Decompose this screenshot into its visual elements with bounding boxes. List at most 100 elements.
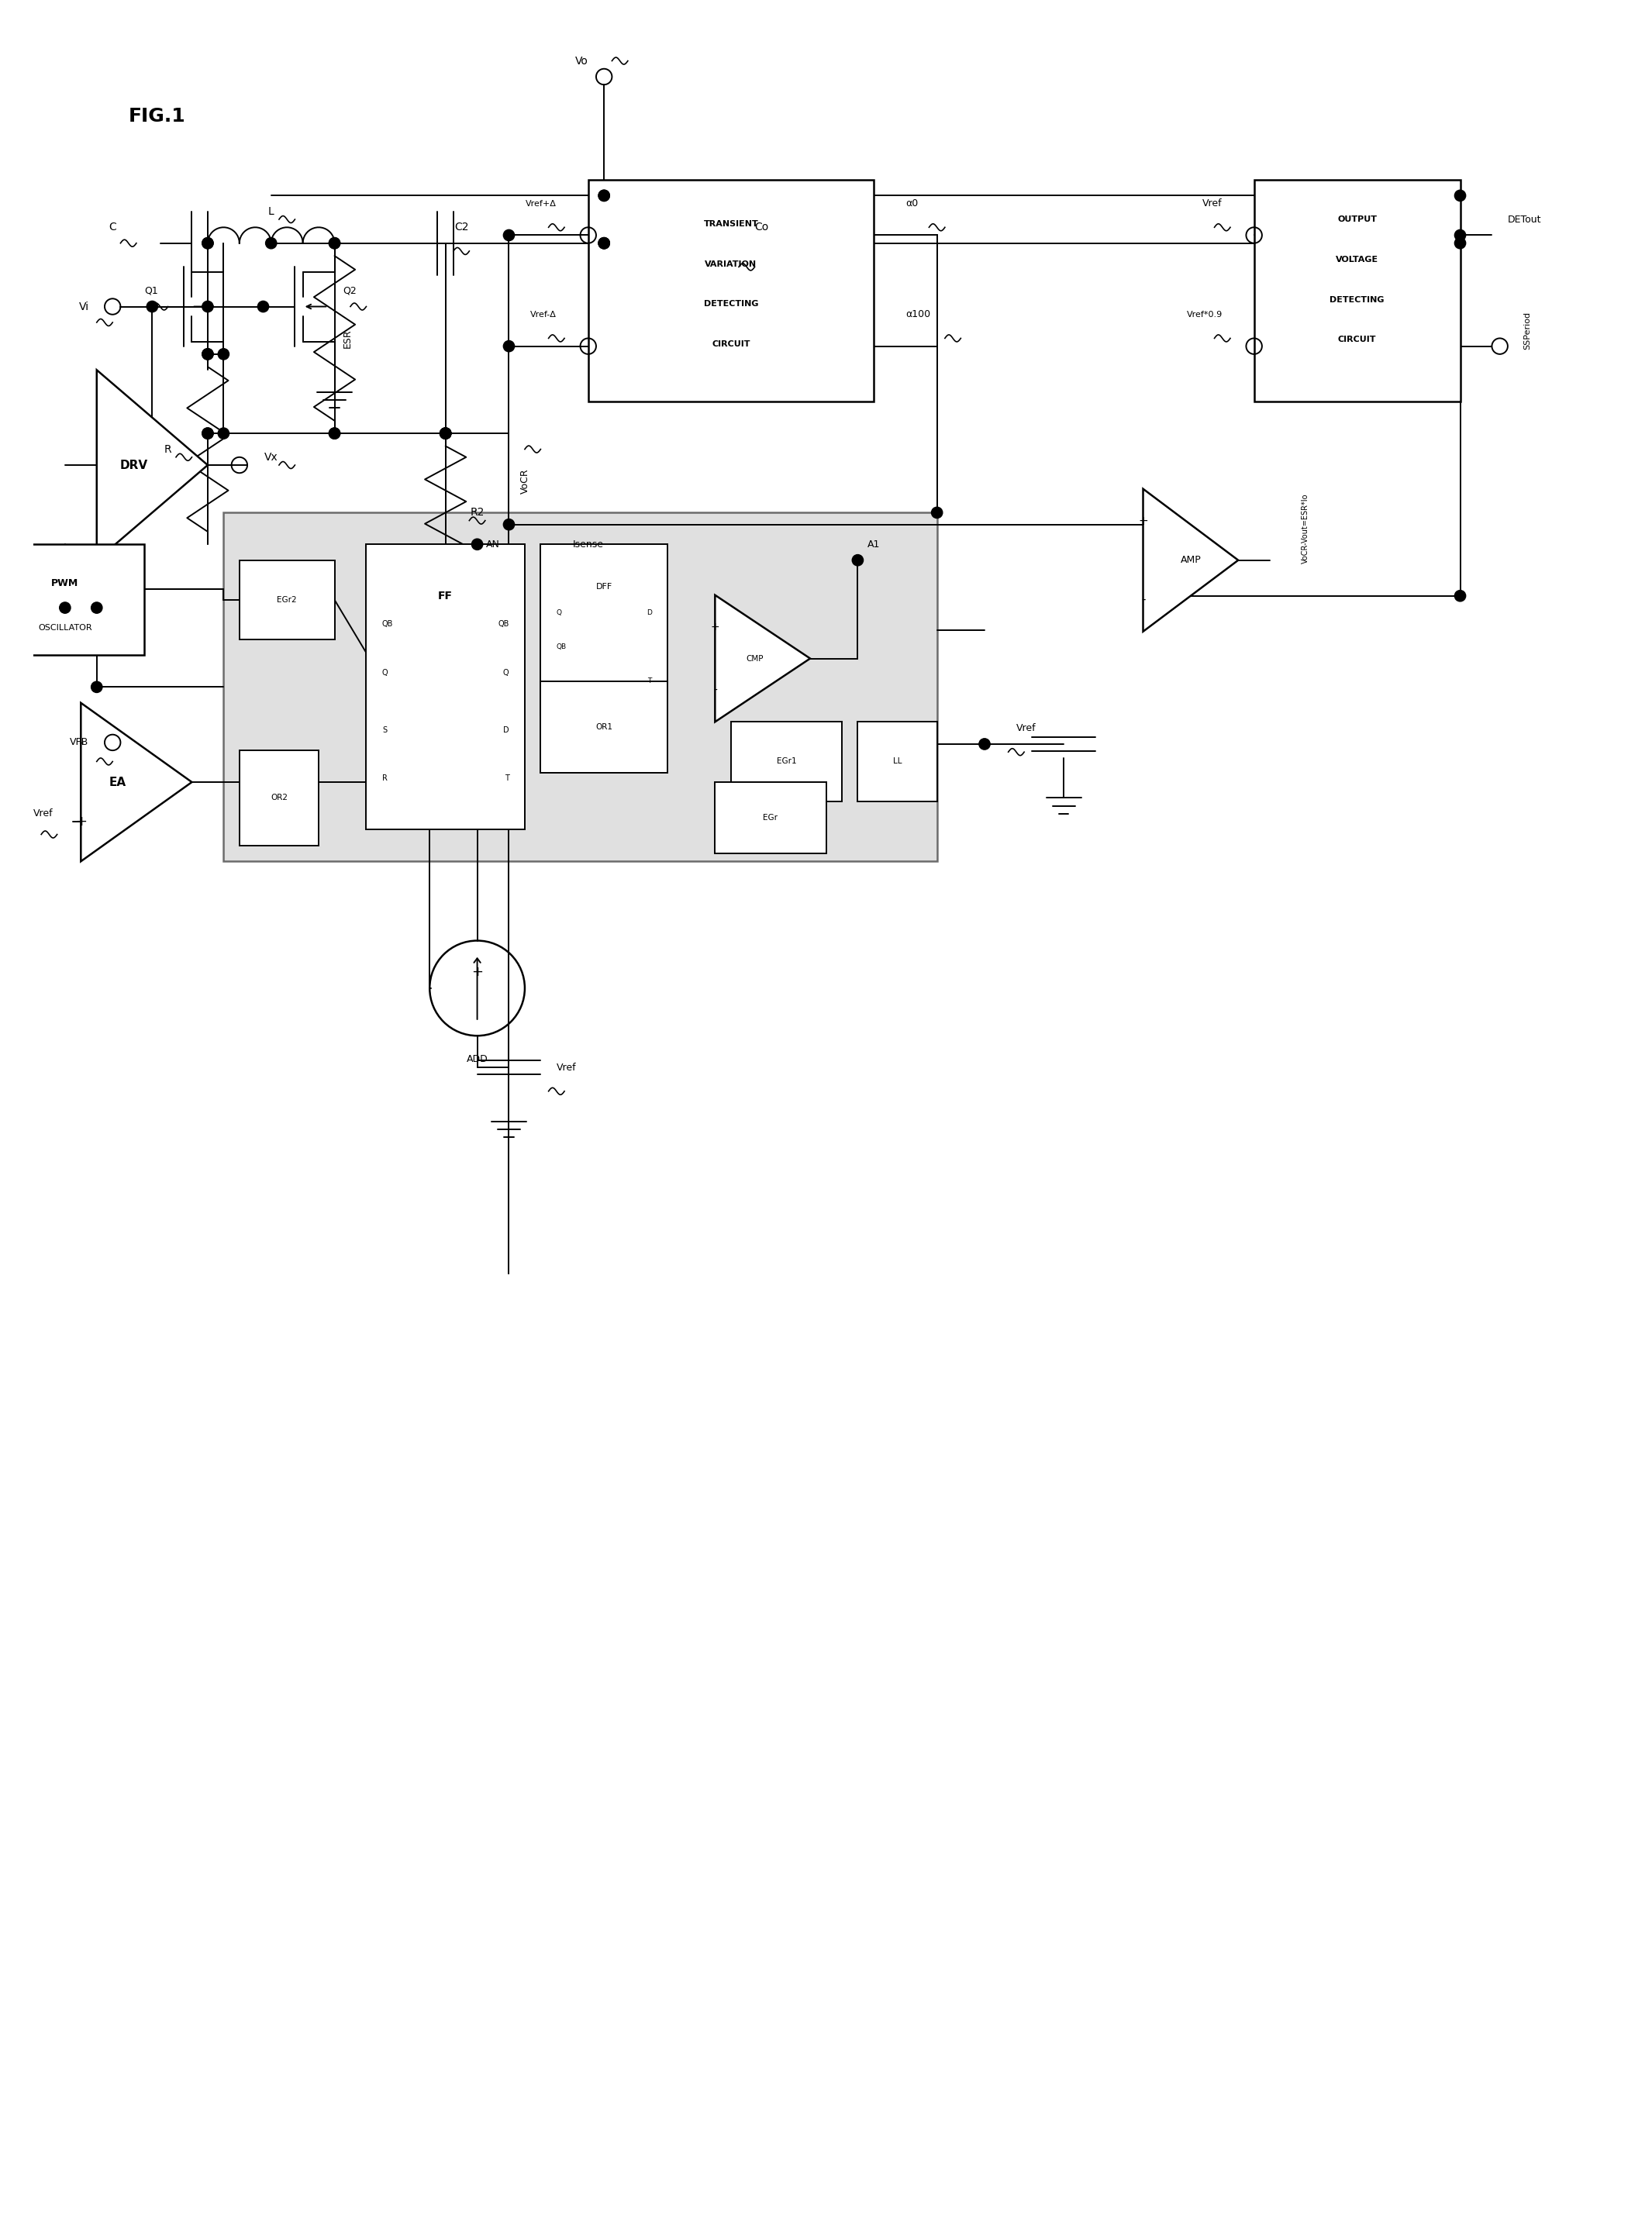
Text: ESR: ESR: [342, 328, 352, 348]
Circle shape: [598, 239, 610, 250]
Text: D: D: [646, 609, 651, 615]
Text: +: +: [710, 622, 720, 631]
Text: OUTPUT: OUTPUT: [1338, 216, 1376, 223]
Text: QB: QB: [557, 644, 567, 651]
Circle shape: [329, 428, 340, 439]
Text: Vx: Vx: [264, 453, 278, 462]
Circle shape: [598, 190, 610, 201]
Text: Vi: Vi: [79, 301, 89, 312]
Text: C: C: [109, 221, 116, 232]
Text: QB: QB: [497, 620, 509, 629]
Text: -: -: [78, 736, 83, 749]
Circle shape: [439, 428, 451, 439]
Text: α100: α100: [905, 310, 930, 319]
Circle shape: [91, 602, 102, 613]
Bar: [588, 181, 874, 401]
Circle shape: [266, 239, 276, 250]
Bar: [240, 560, 334, 640]
Bar: [857, 720, 937, 801]
Text: OR2: OR2: [271, 794, 287, 803]
Bar: [540, 682, 667, 772]
Circle shape: [202, 239, 213, 250]
Polygon shape: [1143, 488, 1239, 631]
Text: TRANSIENT: TRANSIENT: [704, 221, 758, 227]
Bar: [540, 544, 667, 716]
Circle shape: [202, 348, 213, 359]
Circle shape: [202, 428, 213, 439]
Text: α0: α0: [905, 198, 919, 210]
Text: FIG.1: FIG.1: [129, 107, 185, 125]
Circle shape: [1455, 230, 1465, 241]
Text: R2: R2: [471, 506, 484, 517]
Text: +: +: [74, 814, 86, 830]
Text: T: T: [648, 678, 651, 685]
Text: QB: QB: [382, 620, 393, 629]
Circle shape: [852, 555, 864, 566]
Circle shape: [147, 301, 157, 312]
Circle shape: [329, 428, 340, 439]
Circle shape: [329, 239, 340, 250]
Text: +: +: [471, 966, 482, 979]
Text: A1: A1: [867, 540, 881, 549]
Circle shape: [91, 682, 102, 694]
Text: LL: LL: [892, 758, 902, 765]
Polygon shape: [97, 370, 208, 560]
Circle shape: [504, 341, 514, 352]
Circle shape: [1455, 239, 1465, 250]
Text: R: R: [382, 774, 388, 783]
Bar: [715, 783, 826, 854]
Text: Q: Q: [557, 609, 562, 615]
Text: EGr: EGr: [763, 814, 778, 821]
Bar: [730, 720, 843, 801]
Text: SSPeriod: SSPeriod: [1523, 312, 1531, 350]
Polygon shape: [81, 702, 192, 861]
Text: VOLTAGE: VOLTAGE: [1336, 256, 1378, 263]
Text: -: -: [714, 685, 717, 696]
Text: EA: EA: [109, 776, 127, 787]
Circle shape: [1455, 591, 1465, 602]
Circle shape: [202, 428, 213, 439]
Circle shape: [202, 348, 213, 359]
Text: C2: C2: [454, 221, 469, 232]
Circle shape: [218, 348, 230, 359]
Text: DRV: DRV: [119, 459, 147, 471]
Text: +: +: [1138, 515, 1148, 526]
Text: Vref: Vref: [33, 809, 53, 818]
Circle shape: [59, 602, 71, 613]
Text: PWM: PWM: [51, 578, 79, 589]
Circle shape: [598, 239, 610, 250]
Polygon shape: [715, 595, 809, 723]
Text: D: D: [502, 727, 509, 734]
Text: Q1: Q1: [144, 285, 159, 297]
Text: L: L: [268, 205, 274, 216]
Text: S: S: [382, 727, 387, 734]
Text: R: R: [164, 444, 172, 455]
Text: DETECTING: DETECTING: [1330, 297, 1384, 303]
Circle shape: [202, 239, 213, 250]
Bar: [240, 752, 319, 845]
Text: OSCILLATOR: OSCILLATOR: [38, 624, 93, 631]
Text: OR1: OR1: [595, 723, 613, 731]
Circle shape: [218, 428, 230, 439]
Text: Vref: Vref: [557, 1061, 577, 1073]
Circle shape: [439, 428, 451, 439]
Text: EGr1: EGr1: [776, 758, 796, 765]
Bar: [367, 544, 525, 830]
Text: VoCR-Vout=ESR*Io: VoCR-Vout=ESR*Io: [1302, 493, 1310, 564]
Text: Vref-Δ: Vref-Δ: [530, 310, 557, 319]
Circle shape: [504, 520, 514, 531]
Circle shape: [932, 506, 943, 517]
Text: VFB: VFB: [69, 738, 89, 747]
Text: Q: Q: [382, 669, 388, 676]
Text: Vref+Δ: Vref+Δ: [525, 201, 557, 207]
Text: CMP: CMP: [747, 656, 763, 662]
Circle shape: [439, 428, 451, 439]
Text: Q2: Q2: [342, 285, 357, 297]
Text: VoCR: VoCR: [520, 468, 530, 493]
Circle shape: [329, 239, 340, 250]
Text: ADD: ADD: [466, 1055, 487, 1064]
Text: DETout: DETout: [1508, 214, 1541, 225]
Circle shape: [504, 230, 514, 241]
Text: Q: Q: [502, 669, 509, 676]
Text: Co: Co: [755, 221, 768, 232]
